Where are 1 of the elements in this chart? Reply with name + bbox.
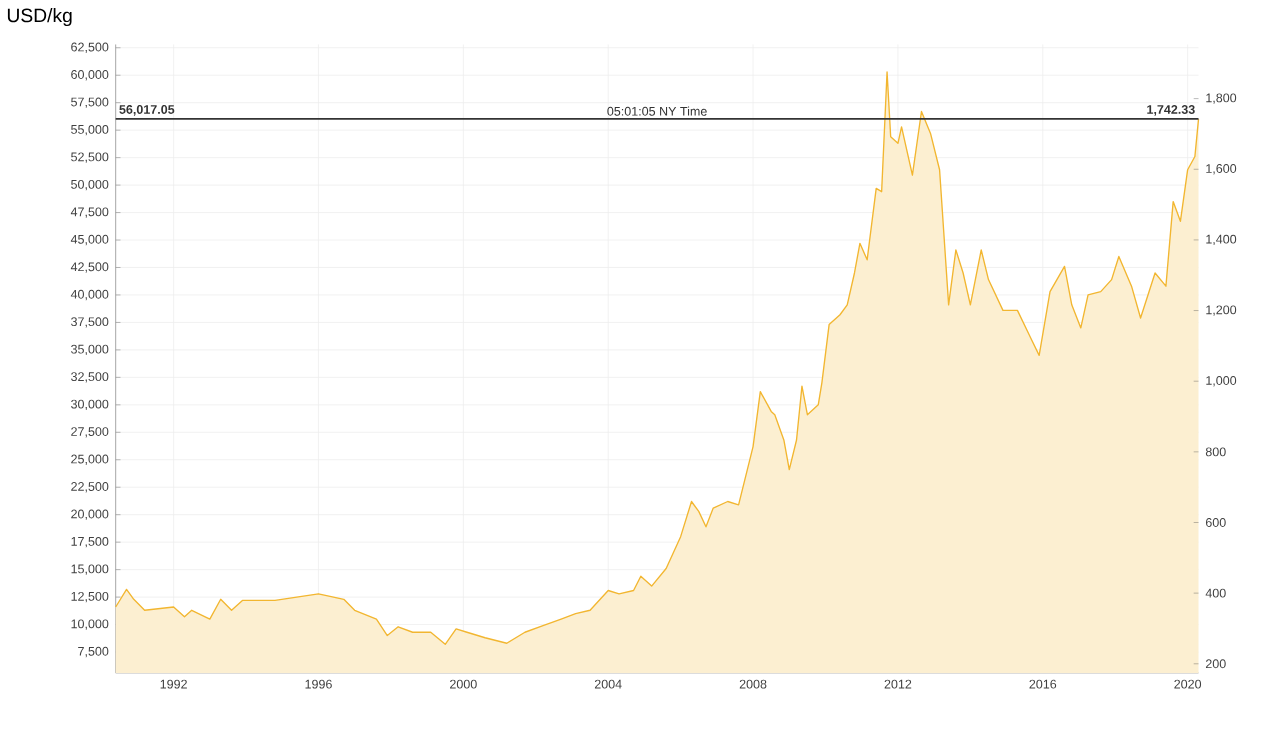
y-axis-title: USD/kg [7,7,72,26]
